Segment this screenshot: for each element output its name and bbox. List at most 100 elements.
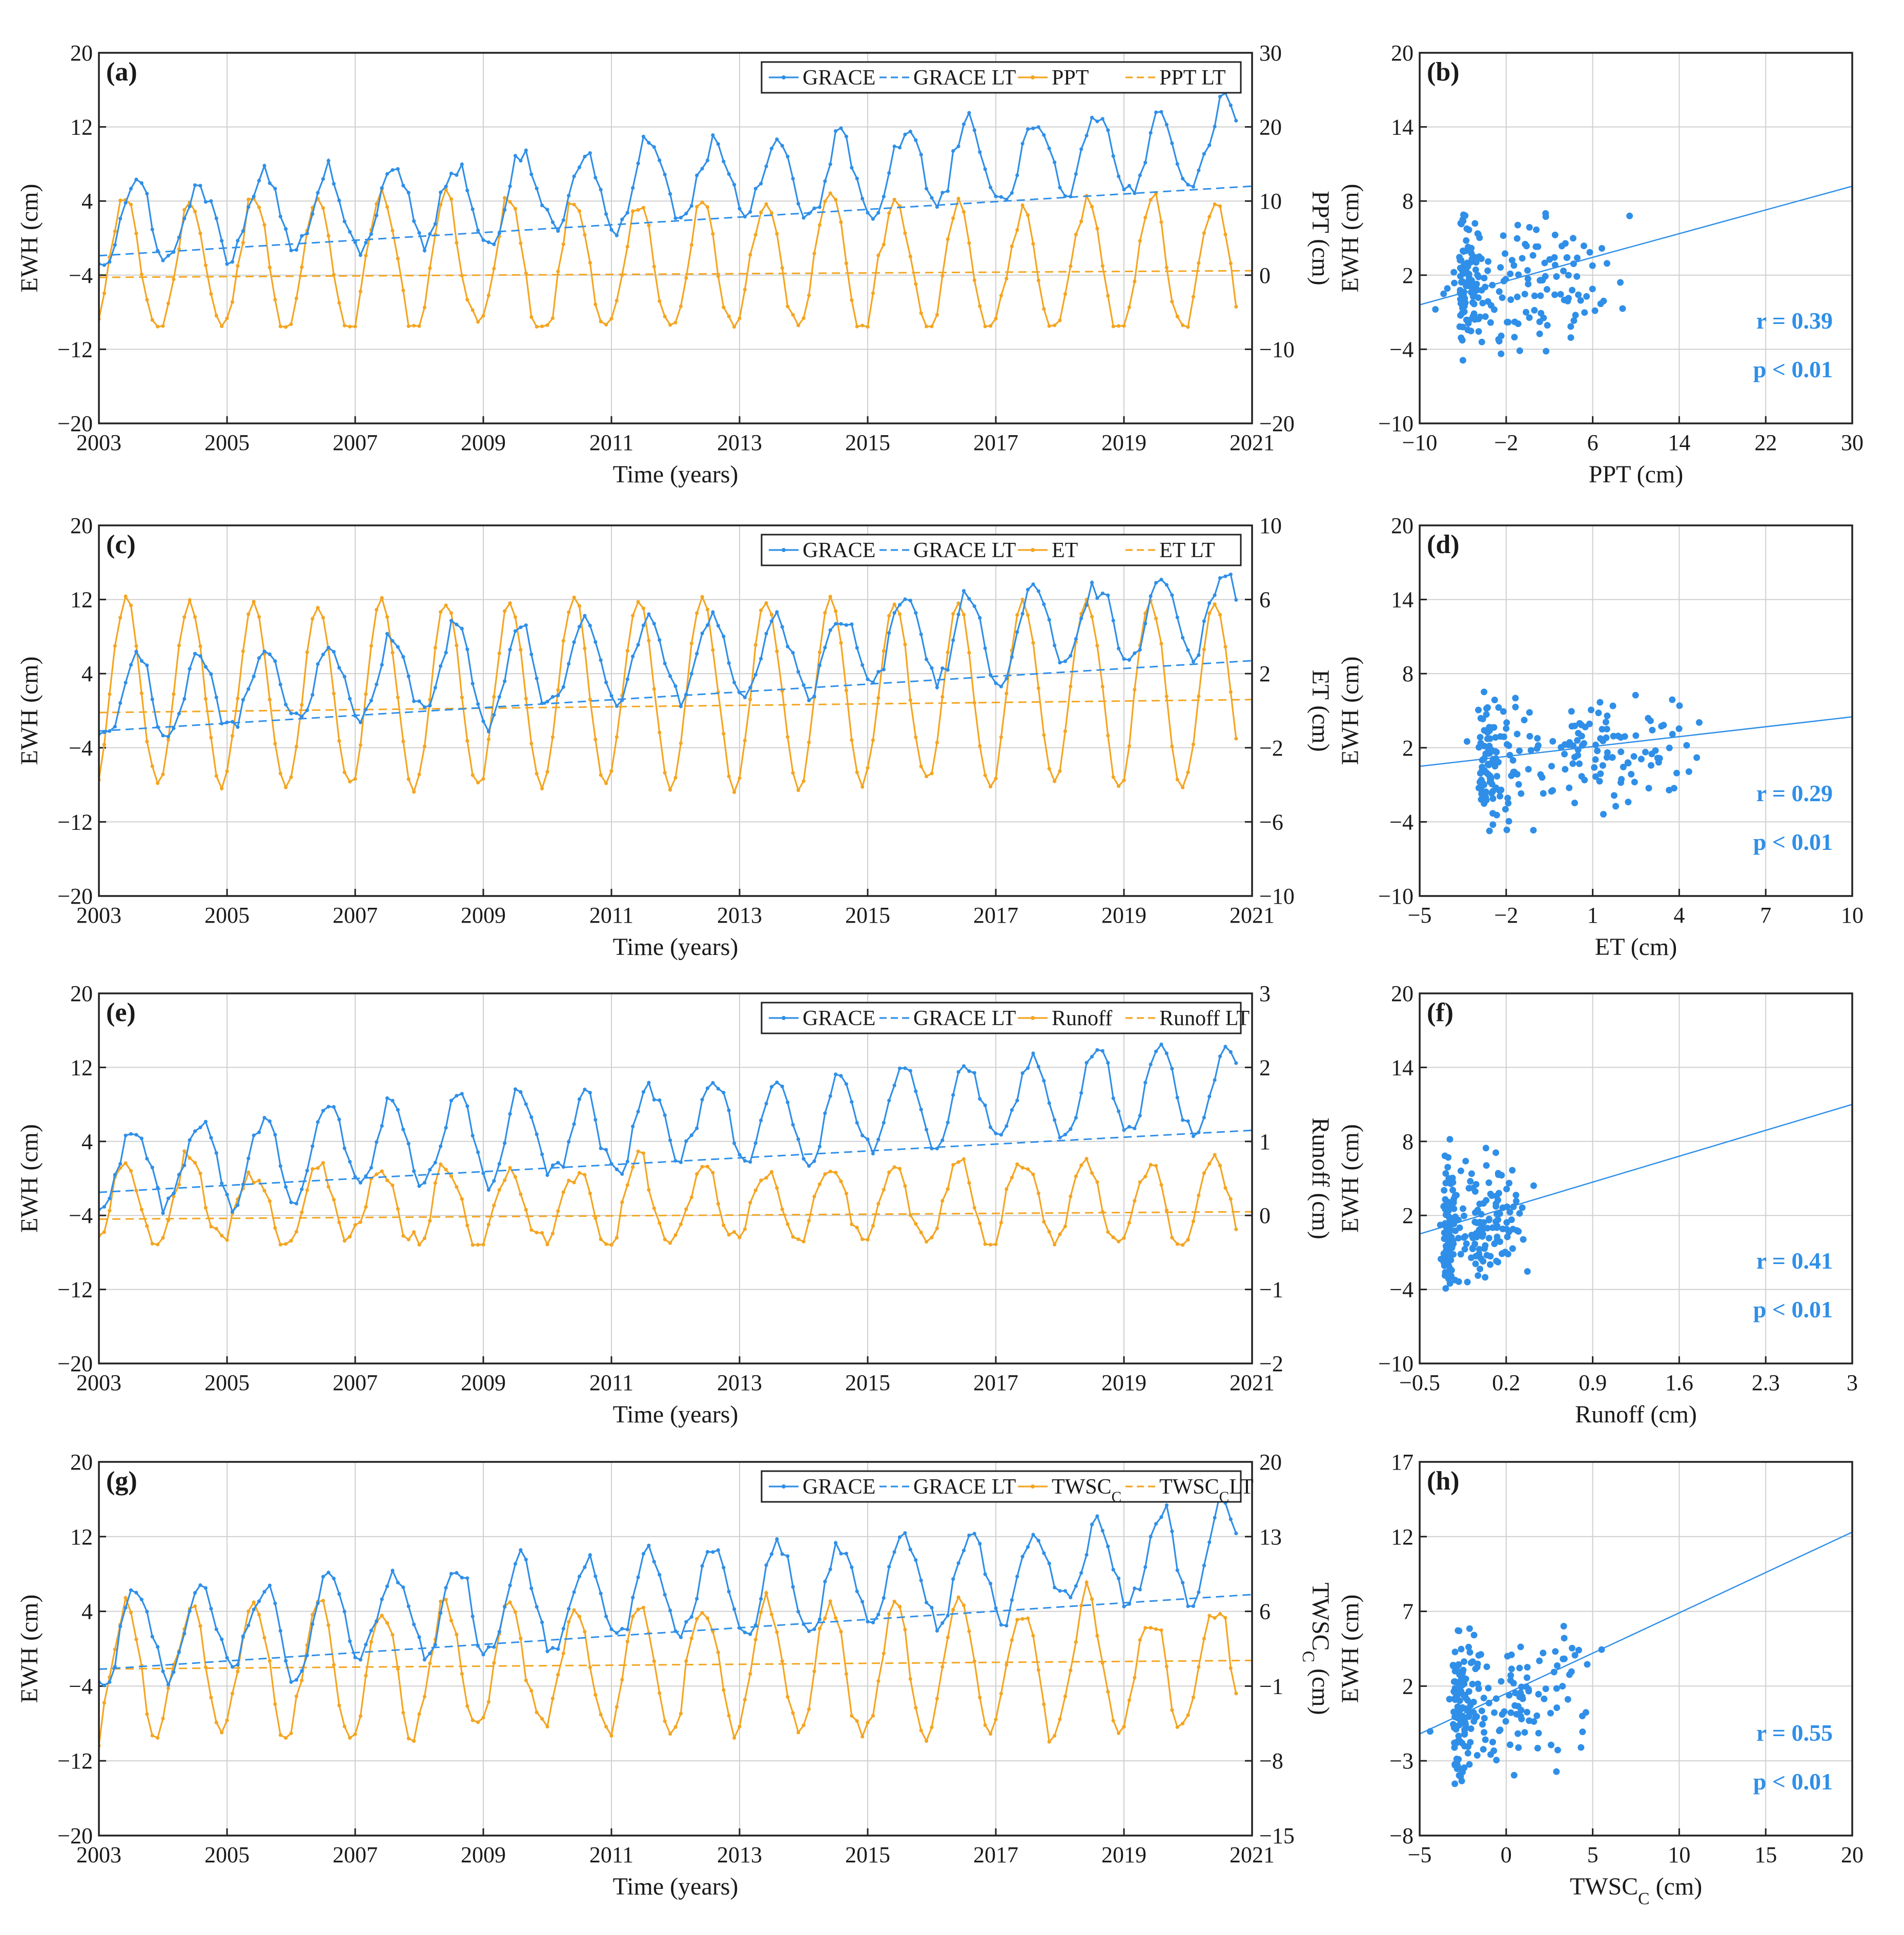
- data-point: [129, 202, 133, 207]
- data-point: [113, 644, 117, 648]
- data-point: [668, 192, 672, 196]
- data-point: [278, 771, 282, 776]
- data-point: [1191, 1134, 1195, 1138]
- data-point: [668, 1241, 672, 1245]
- data-point: [252, 1600, 256, 1604]
- series-ppt: [99, 187, 1238, 329]
- data-point: [567, 1139, 571, 1144]
- data-point: [535, 324, 539, 329]
- scatter-point: [1524, 267, 1531, 274]
- data-point: [1042, 1702, 1046, 1706]
- data-point: [332, 182, 336, 186]
- data-point: [225, 769, 229, 773]
- data-point: [470, 1718, 475, 1722]
- data-point: [380, 663, 384, 667]
- data-point: [732, 325, 736, 329]
- data-point: [567, 1620, 571, 1624]
- scatter-point: [1455, 1278, 1462, 1285]
- data-point: [583, 1565, 587, 1569]
- data-point: [705, 205, 710, 209]
- scatter-point: [1540, 1649, 1547, 1657]
- data-point: [540, 1620, 544, 1624]
- scatter-point: [1474, 272, 1481, 279]
- data-point: [1069, 1668, 1073, 1673]
- scatter-point: [1647, 717, 1654, 724]
- scatter-point: [1574, 737, 1581, 744]
- scatter-point: [1561, 296, 1568, 303]
- x-tick-label: −2: [1494, 430, 1518, 455]
- data-point: [252, 675, 256, 679]
- data-point: [150, 1166, 154, 1170]
- scatter-point: [1524, 275, 1531, 282]
- data-point: [247, 687, 251, 691]
- data-point: [679, 1635, 683, 1639]
- data-point: [257, 1613, 261, 1617]
- data-point: [401, 739, 405, 743]
- data-point: [577, 604, 582, 608]
- scatter-point: [1484, 267, 1491, 274]
- scatter-point: [1485, 1179, 1492, 1186]
- data-point: [567, 194, 571, 198]
- y-tick-label: 14: [1391, 115, 1414, 140]
- data-point: [417, 1243, 421, 1247]
- scatter-point: [1614, 732, 1622, 740]
- scatter-point: [1481, 275, 1488, 281]
- data-point: [172, 726, 176, 730]
- data-point: [134, 1637, 138, 1641]
- data-point: [780, 689, 784, 693]
- scatter-point: [1460, 270, 1467, 277]
- data-point: [401, 655, 405, 659]
- data-point: [198, 1624, 202, 1628]
- data-point: [465, 739, 469, 743]
- data-point: [124, 1161, 128, 1165]
- data-point: [278, 1733, 282, 1737]
- scatter-point: [1519, 255, 1526, 262]
- data-point: [588, 1553, 592, 1557]
- data-point: [823, 179, 827, 184]
- axes-frame: [1419, 992, 1853, 1364]
- data-point: [1175, 314, 1179, 319]
- scatter-point: [1523, 242, 1530, 250]
- data-point: [561, 1652, 565, 1656]
- data-point: [1084, 1061, 1089, 1065]
- scatter-point: [1558, 242, 1565, 250]
- scatter-point: [1449, 1187, 1457, 1194]
- data-point: [727, 1714, 731, 1718]
- scatter-point: [1612, 803, 1619, 810]
- x-tick-label: 15: [1754, 1842, 1777, 1867]
- x-tick-label: 2013: [717, 430, 762, 455]
- data-point: [684, 212, 688, 216]
- scatter-point: [1525, 766, 1532, 773]
- data-point: [225, 1656, 229, 1660]
- scatter-point: [1583, 293, 1590, 300]
- data-point: [236, 1203, 240, 1207]
- data-point: [604, 781, 608, 785]
- data-point: [1053, 1118, 1057, 1122]
- data-point: [508, 647, 512, 651]
- data-point: [615, 704, 619, 708]
- data-point: [556, 1647, 560, 1651]
- data-point: [209, 1696, 213, 1700]
- data-point: [145, 663, 149, 667]
- scatter-point: [1526, 709, 1533, 716]
- scatter-point: [1487, 319, 1494, 326]
- data-point: [1005, 677, 1009, 681]
- data-point: [802, 216, 806, 220]
- data-point: [812, 694, 816, 698]
- data-point: [209, 292, 213, 296]
- data-point: [545, 208, 549, 212]
- scatter-point: [1521, 717, 1528, 724]
- data-point: [294, 745, 299, 749]
- data-point: [401, 184, 405, 188]
- x-tick-label: 2003: [76, 903, 121, 928]
- scatter-point: [1486, 735, 1493, 742]
- data-point: [679, 216, 683, 220]
- data-point: [236, 1663, 240, 1667]
- data-point: [193, 615, 197, 619]
- data-point: [380, 1124, 384, 1128]
- y2-tick-label: 6: [1259, 1599, 1271, 1624]
- data-point: [961, 613, 966, 617]
- y2-tick-label: −15: [1259, 1823, 1295, 1848]
- series-grace: [99, 91, 1238, 267]
- data-point: [641, 134, 646, 138]
